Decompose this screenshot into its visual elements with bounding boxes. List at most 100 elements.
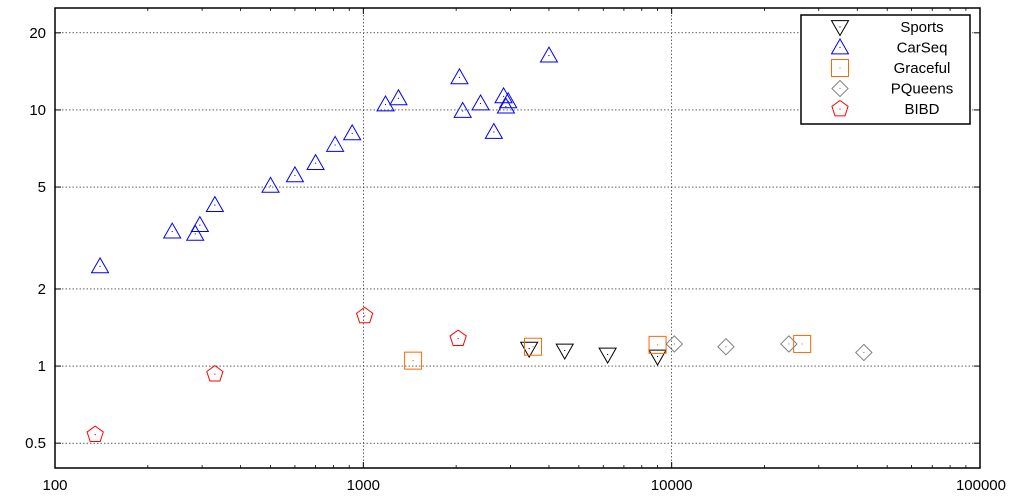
y-tick-label: 10 — [29, 102, 46, 119]
point-carseq-center — [171, 230, 173, 233]
point-pqueens — [665, 335, 684, 353]
point-bibd-center — [214, 373, 216, 375]
point-carseq-center — [214, 204, 216, 206]
legend-marker-sports — [830, 20, 850, 37]
point-carseq — [539, 46, 559, 63]
legend-label-pqueens: PQueens — [891, 81, 954, 98]
legend-item-graceful: Graceful — [831, 59, 951, 77]
legend-marker-bibd-center — [839, 108, 841, 110]
point-carseq-center — [199, 224, 201, 226]
legend-item-pqueens: PQueens — [831, 79, 954, 98]
point-pqueens — [855, 343, 873, 362]
point-graceful — [523, 337, 542, 356]
plot-frame — [54, 7, 981, 469]
point-carseq-center — [505, 106, 507, 108]
point-carseq — [185, 224, 205, 241]
point-bibd-center — [94, 434, 96, 436]
x-tick-label: 100 — [42, 477, 67, 494]
legend-label-carseq: CarSeq — [897, 40, 948, 57]
point-carseq-center — [334, 144, 336, 146]
point-pqueens-center — [673, 343, 675, 345]
point-bibd-center — [457, 338, 459, 340]
point-carseq-center — [99, 265, 101, 267]
point-pqueens-center — [863, 351, 865, 354]
point-carseq-center — [294, 174, 296, 177]
point-bibd — [355, 306, 374, 324]
point-graceful-center — [412, 360, 414, 362]
point-carseq-center — [493, 131, 495, 133]
data-points — [86, 46, 873, 442]
point-graceful — [793, 334, 812, 353]
point-carseq-center — [351, 132, 353, 134]
point-sports — [555, 343, 575, 361]
point-carseq — [325, 135, 345, 152]
point-carseq — [453, 101, 473, 118]
point-pqueens-center — [788, 343, 790, 345]
point-carseq — [484, 122, 504, 139]
legend-marker-bibd — [831, 99, 849, 117]
legend-label-graceful: Graceful — [894, 60, 951, 77]
legend-label-sports: Sports — [900, 19, 943, 36]
point-sports-center — [607, 353, 609, 356]
point-bibd-center — [364, 315, 366, 317]
y-axis: 0.5 1 2 5 10 20 — [25, 25, 980, 452]
point-sports-center — [656, 355, 659, 358]
x-axis: 100 1000 10000 100000 — [42, 8, 1006, 494]
legend: Sports CarSeq Graceful PQueens BIBD — [800, 14, 971, 125]
x-tick-label: 10000 — [651, 477, 693, 494]
point-carseq — [496, 97, 516, 114]
x-tick-label: 1000 — [347, 477, 380, 494]
series-carseq — [90, 46, 559, 274]
point-sports-center — [564, 349, 566, 352]
legend-label-bibd: BIBD — [904, 101, 939, 118]
point-carseq-center — [458, 76, 461, 78]
y-tick-label: 0.5 — [25, 435, 46, 452]
x-tick-label: 100000 — [956, 477, 1006, 494]
point-carseq-center — [548, 54, 550, 57]
point-carseq-center — [194, 233, 196, 235]
point-carseq — [306, 153, 325, 170]
series-bibd — [86, 306, 467, 442]
point-carseq — [389, 88, 408, 106]
y-tick-label: 5 — [38, 179, 46, 196]
point-carseq-center — [269, 185, 272, 187]
point-carseq — [450, 67, 469, 85]
point-carseq-center — [502, 95, 505, 97]
legend-marker-pqueens-center — [839, 87, 841, 90]
point-carseq — [342, 123, 362, 141]
point-carseq-center — [314, 162, 317, 164]
point-graceful-center — [801, 343, 803, 345]
point-carseq-center — [479, 102, 482, 105]
point-carseq — [261, 176, 280, 193]
point-graceful — [648, 335, 667, 354]
point-graceful-center — [656, 344, 659, 346]
point-carseq-center — [384, 103, 387, 106]
point-sports — [648, 349, 667, 366]
series-pqueens — [665, 335, 873, 362]
point-carseq-center — [397, 97, 400, 99]
point-sports-center — [528, 348, 530, 350]
legend-box — [800, 14, 971, 125]
point-carseq-center — [462, 110, 464, 112]
y-tick-label: 1 — [38, 358, 46, 375]
point-carseq-center — [507, 100, 509, 102]
point-bibd — [86, 425, 104, 442]
point-graceful — [404, 351, 423, 370]
point-pqueens-center — [725, 346, 727, 348]
legend-marker-carseq-center — [839, 46, 841, 49]
point-carseq — [285, 165, 305, 183]
point-sports — [598, 347, 618, 364]
legend-marker-sports-center — [839, 26, 841, 28]
legend-item-sports: Sports — [830, 19, 944, 37]
point-carseq — [90, 256, 110, 274]
point-pqueens — [780, 335, 798, 353]
legend-marker-carseq — [830, 37, 850, 55]
point-carseq — [162, 222, 182, 239]
point-carseq — [205, 195, 225, 212]
point-pqueens — [717, 337, 735, 356]
point-carseq — [498, 91, 518, 109]
y-tick-label: 20 — [29, 25, 46, 42]
point-bibd — [206, 365, 224, 382]
legend-marker-graceful-center — [839, 67, 841, 69]
